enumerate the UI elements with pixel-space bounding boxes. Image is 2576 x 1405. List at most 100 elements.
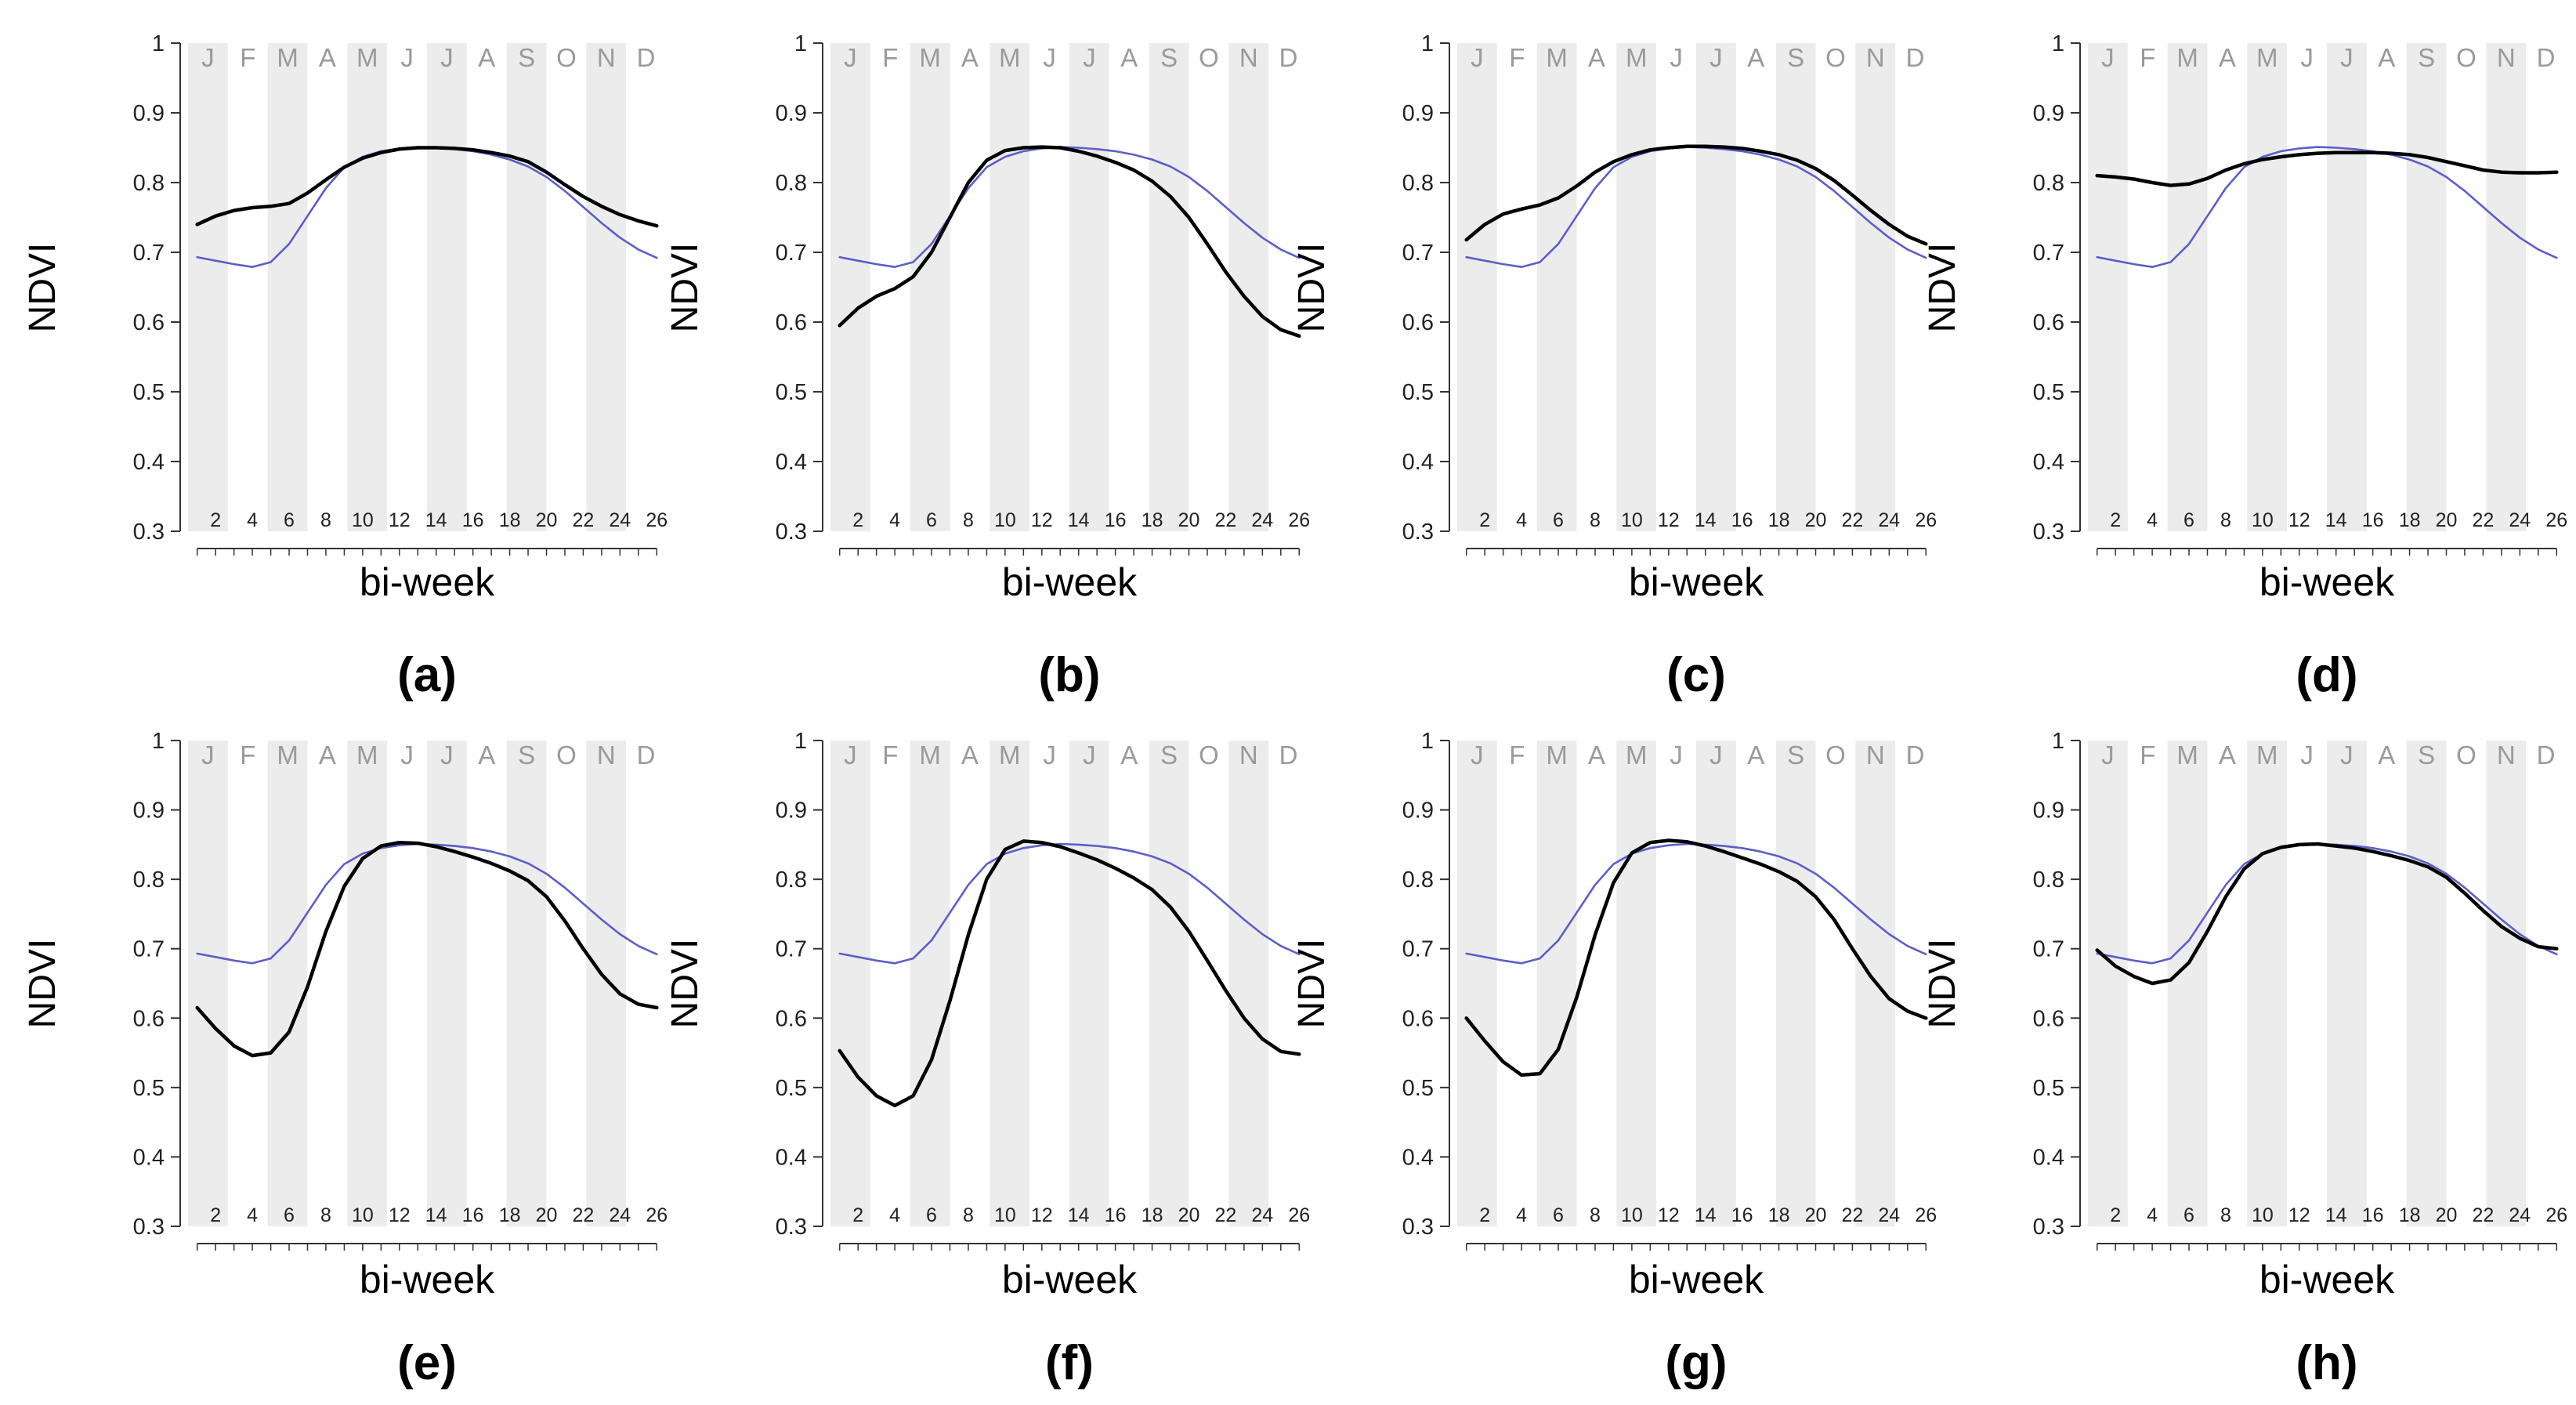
x-tick-label: 24 [1878, 509, 1900, 531]
panel-label: (d) [2296, 648, 2357, 702]
y-tick-label: 0.5 [776, 380, 807, 405]
class-series-line [1464, 144, 1928, 246]
x-tick-label: 20 [536, 1204, 558, 1226]
x-tick-label: 22 [2472, 509, 2494, 531]
month-label: O [556, 741, 577, 769]
month-band [2406, 741, 2447, 1226]
panel-label: (h) [2296, 1336, 2357, 1390]
month-label: M [277, 741, 298, 769]
month-label: S [1787, 43, 1804, 72]
panel-label: (g) [1665, 1336, 1727, 1390]
month-band [2327, 43, 2367, 531]
month-label: A [1747, 741, 1764, 769]
month-label: J [400, 43, 414, 72]
month-label: J [2340, 741, 2353, 769]
month-label: F [2140, 43, 2155, 72]
y-tick-label: 0.3 [1402, 1215, 1434, 1240]
x-tick-label: 22 [1841, 509, 1863, 531]
x-tick-label: 20 [1178, 509, 1200, 531]
month-label: J [1083, 43, 1096, 72]
month-label: N [1866, 43, 1885, 72]
month-label: O [1199, 741, 1219, 769]
x-tick-label: 18 [1768, 509, 1790, 531]
x-tick-label: 6 [1553, 1204, 1564, 1226]
class-series-line [195, 840, 659, 1058]
y-tick-label: 0.9 [2033, 798, 2064, 824]
y-tick-label: 0.4 [776, 1145, 807, 1170]
x-tick-label: 10 [352, 509, 374, 531]
month-label: F [882, 741, 898, 769]
month-label: M [919, 43, 941, 72]
x-axis-title: bi-week [2259, 1258, 2395, 1302]
y-tick-label: 0.6 [776, 1006, 807, 1031]
month-band [1228, 43, 1269, 531]
y-tick-label: 0.5 [776, 1076, 807, 1101]
x-tick-label: 24 [1251, 1204, 1273, 1226]
x-tick-label: 18 [1141, 509, 1163, 531]
month-label: J [1471, 43, 1484, 72]
y-tick-label: 1 [152, 31, 165, 56]
y-tick-label: 0.6 [2033, 310, 2064, 335]
y-tick-label: 0.7 [1402, 937, 1434, 962]
y-tick-label: 0.8 [1402, 171, 1434, 196]
x-tick-label: 14 [1695, 509, 1717, 531]
y-axis-title: NDVI [22, 243, 63, 333]
y-tick-label: 0.3 [2033, 1215, 2064, 1240]
month-label: N [2497, 43, 2516, 72]
x-tick-label: 16 [1105, 509, 1127, 531]
x-tick-label: 8 [963, 1204, 974, 1226]
month-label: M [2176, 741, 2198, 769]
month-band [586, 741, 627, 1226]
month-label: J [844, 43, 857, 72]
month-label: J [1043, 741, 1056, 769]
month-label: M [1626, 741, 1648, 769]
y-tick-label: 0.6 [776, 310, 807, 335]
month-label: S [2418, 741, 2435, 769]
y-tick-label: 0.9 [133, 101, 165, 126]
month-band [586, 43, 627, 531]
x-tick-label: 20 [1805, 509, 1827, 531]
x-tick-label: 4 [247, 509, 258, 531]
month-label: S [1787, 741, 1804, 769]
month-band [427, 43, 467, 531]
x-axis-title: bi-week [1629, 560, 1764, 604]
x-tick-label: 4 [1516, 509, 1527, 531]
y-tick-label: 0.8 [776, 171, 807, 196]
x-tick-label: 2 [1479, 509, 1490, 531]
x-tick-label: 22 [1214, 509, 1236, 531]
x-tick-label: 20 [2436, 1204, 2458, 1226]
x-tick-label: 8 [320, 1204, 331, 1226]
month-label: D [1906, 741, 1925, 769]
month-band [347, 741, 388, 1226]
month-band [1536, 43, 1577, 531]
x-tick-label: 22 [2472, 1204, 2494, 1226]
x-tick-label: 4 [247, 1204, 258, 1226]
x-tick-label: 26 [2545, 509, 2567, 531]
x-tick-label: 8 [2220, 1204, 2231, 1226]
x-tick-label: 16 [462, 1204, 484, 1226]
month-label: J [440, 43, 454, 72]
month-label: D [2537, 43, 2556, 72]
month-label: J [1043, 43, 1056, 72]
month-band [2167, 741, 2208, 1226]
month-label: J [1471, 741, 1484, 769]
month-band [1696, 741, 1736, 1226]
month-label: M [1546, 43, 1568, 72]
month-label: J [2101, 741, 2115, 769]
x-tick-label: 2 [2110, 509, 2121, 531]
month-band [267, 741, 308, 1226]
x-tick-label: 16 [2362, 1204, 2384, 1226]
month-label: A [1120, 741, 1138, 769]
month-label: A [1747, 43, 1764, 72]
x-tick-label: 18 [1141, 1204, 1163, 1226]
month-label: D [1279, 741, 1298, 769]
y-tick-label: 0.3 [133, 1215, 165, 1240]
month-label: J [1083, 741, 1096, 769]
x-tick-label: 26 [1915, 509, 1937, 531]
month-band [267, 43, 308, 531]
y-tick-label: 0.4 [2033, 450, 2064, 475]
y-tick-label: 0.5 [133, 1076, 165, 1101]
month-label: A [1588, 43, 1605, 72]
